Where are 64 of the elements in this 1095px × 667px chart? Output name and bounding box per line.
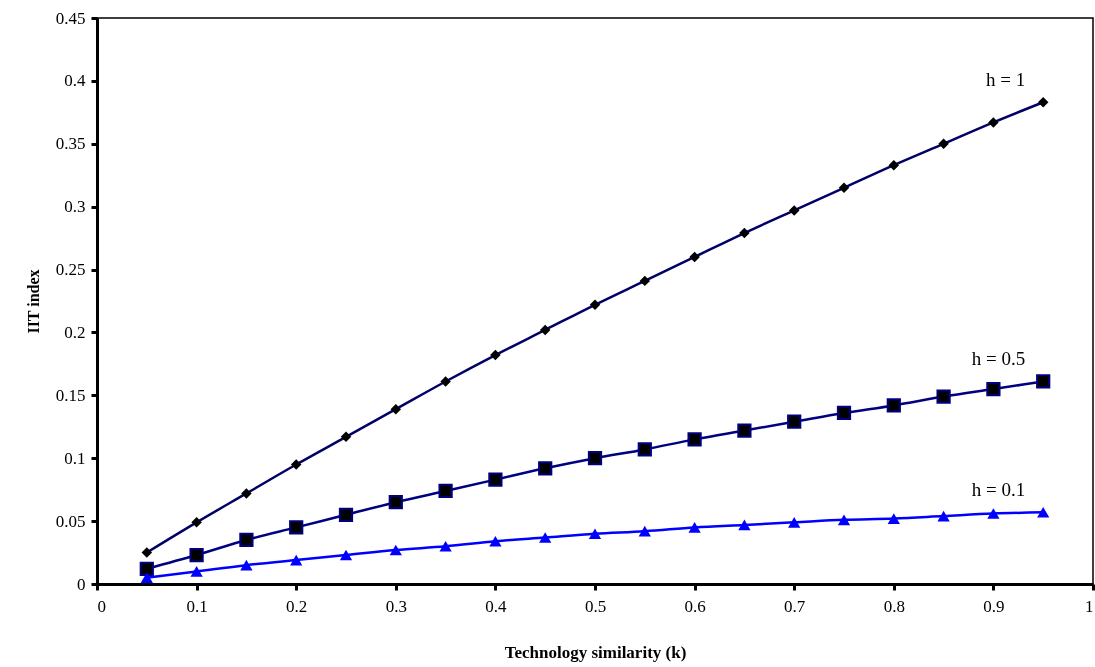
y-axis-title: IIT index [24,269,42,334]
point [936,389,951,404]
y-tick-label: 0.2 [64,322,86,342]
point [738,519,751,531]
point [240,559,253,571]
point [737,423,752,438]
point [239,532,254,548]
y-tick-label: 0.25 [55,260,86,280]
point [439,540,452,552]
point [190,566,203,577]
point [887,513,900,524]
y-tick-label: 0.45 [55,8,86,28]
point [836,405,852,421]
x-tick-label: 1 [1085,596,1094,616]
x-tick-label: 0.8 [883,596,905,616]
y-tick-label: 0.4 [64,71,86,91]
y-tick-label: 0.1 [64,448,86,468]
x-axis-title: Technology similarity (k) [504,642,687,662]
y-tick-label: 0.15 [55,385,86,405]
point [189,547,204,563]
point [339,549,353,561]
point [588,528,602,539]
x-tick-label: 0.4 [485,596,508,616]
y-tick-label: 0.3 [64,197,86,217]
x-tick-label: 0.6 [684,596,706,616]
point [987,508,1000,519]
point [338,507,354,522]
point [637,442,652,457]
point [538,461,553,476]
point [1036,374,1051,389]
point [1037,507,1050,518]
point [489,535,502,547]
y-tick-label: 0 [77,574,86,594]
point [787,414,802,429]
point [140,572,153,584]
point [438,483,453,499]
x-tick-label: 0.7 [784,596,806,616]
series-label: h = 0.1 [971,479,1026,501]
point [388,495,403,510]
x-tick-label: 0.2 [286,596,308,616]
x-tick-label: 0.5 [584,596,607,616]
point [886,398,901,413]
point [539,532,552,543]
point [290,554,303,566]
point [788,517,801,528]
point [937,510,950,522]
x-tick-label: 0.3 [385,596,407,616]
point [688,522,701,533]
point [389,544,402,556]
point [687,432,702,447]
point [488,472,503,487]
point [139,561,154,577]
y-tick-label: 0.05 [55,511,86,531]
point [837,514,851,526]
x-tick-label: 0.9 [983,596,1005,616]
x-tick-label: 0 [97,596,106,616]
series-label: h = 1 [985,69,1026,91]
x-tick-label: 0.1 [186,596,208,616]
series-label: h = 0.5 [971,348,1026,370]
y-tick-label: 0.35 [55,134,86,154]
point [638,525,651,537]
point [587,451,603,466]
point [289,520,304,535]
point [986,381,1001,397]
